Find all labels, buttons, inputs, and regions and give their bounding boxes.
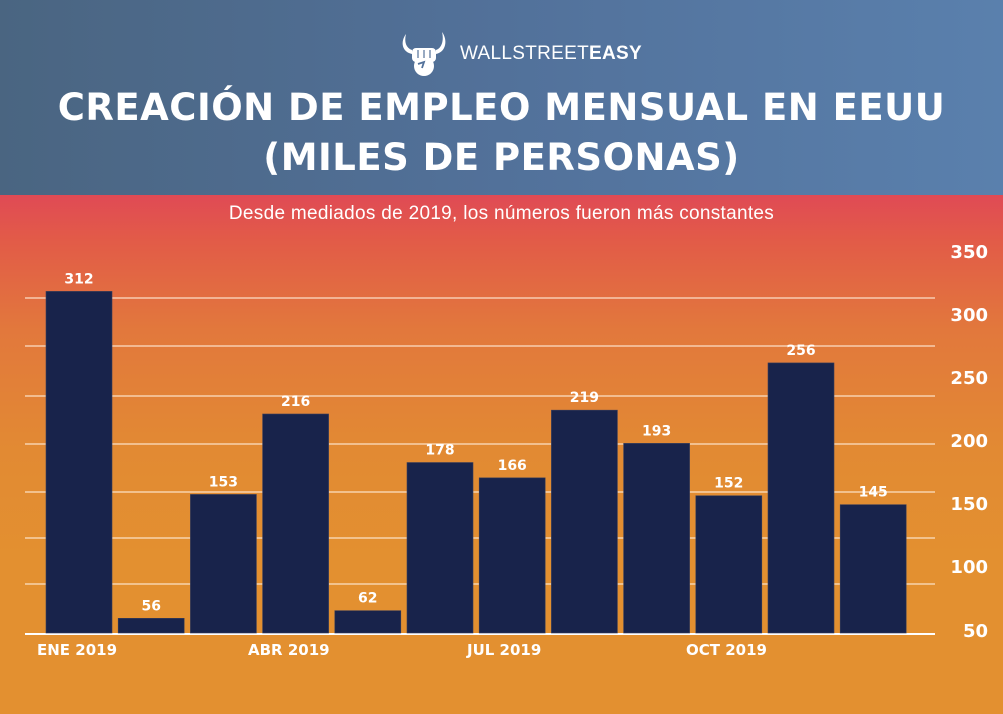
y-tick-label: 350 xyxy=(950,242,988,263)
x-axis-ticks: ENE 2019 ABR 2019 JUL 2019 OCT 2019 xyxy=(37,641,767,659)
chart-subtitle: Desde mediados de 2019, los números fuer… xyxy=(228,203,775,224)
bar-ago-2019 xyxy=(551,409,618,634)
y-tick-label: 300 xyxy=(950,305,988,326)
bar-mar-2019 xyxy=(190,494,257,634)
bar-ene-2019 xyxy=(45,291,113,634)
brand-name: WALLSTREETEASY xyxy=(460,43,642,64)
bar-value-label: 152 xyxy=(714,476,743,492)
y-tick-label: 200 xyxy=(950,431,988,452)
bar-value-label: 145 xyxy=(859,485,888,501)
bar-value-label: 153 xyxy=(209,474,238,490)
y-tick-label: 250 xyxy=(950,368,988,389)
bar-may-2019 xyxy=(334,610,402,634)
bar-value-label: 219 xyxy=(570,390,599,406)
bull-horns-fist-icon xyxy=(402,32,446,76)
brand-logo: WALLSTREETEASY xyxy=(398,30,642,78)
bar-sep-2019 xyxy=(623,443,690,634)
x-tick-label: ENE 2019 xyxy=(37,641,117,659)
chart-title-line-2: (MILES DE PERSONAS) xyxy=(263,136,740,179)
y-tick-label: 50 xyxy=(963,621,988,642)
bar-nov-2019 xyxy=(767,362,835,634)
bar-oct-2019 xyxy=(695,495,763,634)
bar-value-label: 56 xyxy=(141,598,160,614)
bar-dic-2019 xyxy=(839,504,907,634)
y-tick-label: 150 xyxy=(950,494,988,515)
x-tick-label: JUL 2019 xyxy=(466,641,541,659)
header-banner: WALLSTREETEASY CREACIÓN DE EMPLEO MENSUA… xyxy=(0,0,1003,195)
bar-value-label: 256 xyxy=(786,343,815,359)
bars xyxy=(45,291,907,634)
bar-abr-2019 xyxy=(262,413,329,634)
y-axis-ticks: 350 300 250 200 150 100 50 xyxy=(950,242,988,642)
chart-title-line-1: CREACIÓN DE EMPLEO MENSUAL EN EEUU xyxy=(57,86,946,129)
bar-jun-2019 xyxy=(406,462,474,634)
y-tick-label: 100 xyxy=(950,557,988,578)
bar-jul-2019 xyxy=(478,477,546,634)
bar-value-labels: 312 56 153 216 62 178 166 219 193 152 256 145 xyxy=(64,271,887,614)
bar-value-label: 312 xyxy=(64,271,93,287)
x-tick-label: OCT 2019 xyxy=(686,641,767,659)
bar-value-label: 216 xyxy=(281,394,310,410)
bar-value-label: 62 xyxy=(358,591,377,607)
bar-feb-2019 xyxy=(117,618,185,634)
bar-value-label: 193 xyxy=(642,423,671,439)
bar-value-label: 166 xyxy=(498,458,527,474)
x-tick-label: ABR 2019 xyxy=(248,641,330,659)
bar-value-label: 178 xyxy=(425,443,454,459)
